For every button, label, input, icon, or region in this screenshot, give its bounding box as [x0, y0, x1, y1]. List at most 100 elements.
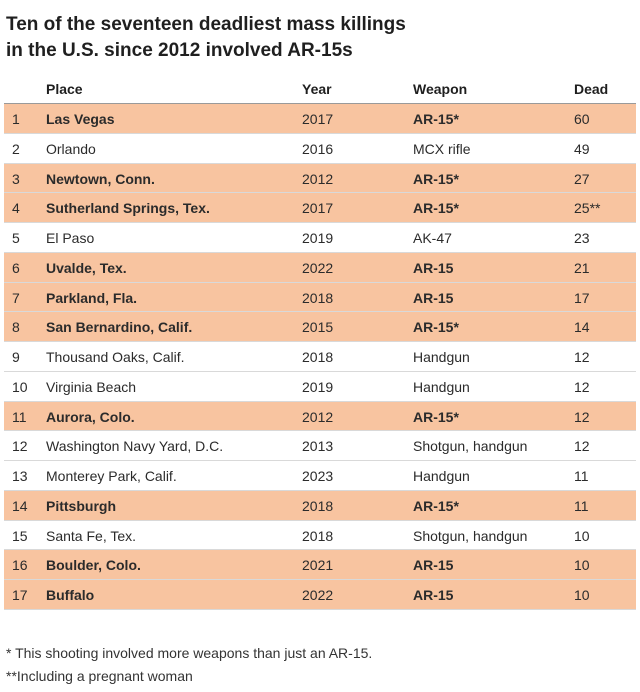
row-rank: 9: [12, 349, 20, 365]
row-dead: 10: [574, 527, 590, 544]
table-header: Place Year Weapon Dead: [4, 76, 636, 104]
row-year: 2019: [302, 230, 334, 246]
table-row: 9 Thousand Oaks, Calif. 2018 Handgun 12: [4, 342, 636, 372]
row-rank: 13: [12, 468, 28, 484]
mass-killings-table: Place Year Weapon Dead 1 Las Vegas 2017 AR-…: [4, 76, 636, 610]
row-weapon: Shotgun, handgun: [413, 438, 528, 455]
row-year: 2013: [302, 438, 334, 455]
table-row: 11 Aurora, Colo. 2012 AR-15* 12: [4, 401, 636, 432]
table-row: 1 Las Vegas 2017 AR-15* 60: [4, 104, 636, 134]
row-rank: 17: [12, 587, 28, 603]
row-weapon: Handgun: [413, 378, 470, 395]
row-year: 2017: [302, 111, 334, 127]
table-row: 5 El Paso 2019 AK-47 23: [4, 223, 636, 253]
row-weapon: MCX rifle: [413, 140, 471, 157]
row-place: Pittsburgh: [46, 497, 116, 514]
row-dead: 23: [574, 230, 590, 246]
row-rank: 2: [12, 140, 20, 157]
row-weapon: Shotgun, handgun: [413, 527, 528, 544]
row-dead: 27: [574, 170, 590, 187]
table-row: 10 Virginia Beach 2019 Handgun 12: [4, 372, 636, 402]
row-place: Monterey Park, Calif.: [46, 468, 177, 484]
row-weapon: AR-15*: [413, 408, 459, 425]
row-place: Uvalde, Tex.: [46, 259, 127, 276]
row-dead: 11: [574, 468, 589, 484]
table-row: 4 Sutherland Springs, Tex. 2017 AR-15* 25**: [4, 193, 636, 223]
chart-title: Ten of the seventeen deadliest mass kill…: [6, 12, 626, 64]
row-weapon: Handgun: [413, 468, 470, 484]
row-place: Parkland, Fla.: [46, 289, 138, 306]
row-weapon: Handgun: [413, 349, 470, 365]
table-row: 17 Buffalo 2022 AR-15 10: [4, 580, 636, 610]
table-row: 14 Pittsburgh 2018 AR-15* 11: [4, 490, 636, 521]
row-weapon: AR-15: [413, 557, 454, 574]
row-weapon: AR-15*: [413, 319, 459, 336]
table-row: 15 Santa Fe, Tex. 2018 Shotgun, handgun 10: [4, 521, 636, 551]
row-place: Santa Fe, Tex.: [46, 527, 137, 544]
row-dead: 12: [574, 378, 590, 395]
row-dead: 60: [574, 111, 590, 127]
row-dead: 12: [574, 438, 590, 455]
row-rank: 3: [12, 170, 20, 187]
row-place: Sutherland Springs, Tex.: [46, 200, 210, 217]
row-rank: 1: [12, 111, 20, 127]
row-weapon: AR-15*: [413, 170, 459, 187]
row-place: Aurora, Colo.: [46, 408, 135, 425]
row-weapon: AR-15*: [413, 497, 459, 514]
row-year: 2018: [302, 497, 334, 514]
row-rank: 11: [12, 408, 27, 425]
row-rank: 16: [12, 557, 28, 574]
row-rank: 14: [12, 497, 28, 514]
row-place: El Paso: [46, 230, 95, 246]
table-row: 7 Parkland, Fla. 2018 AR-15 17: [4, 282, 636, 313]
title-line-1: Ten of the seventeen deadliest mass kill…: [6, 14, 406, 35]
row-year: 2012: [302, 170, 334, 187]
row-place: San Bernardino, Calif.: [46, 319, 193, 336]
row-dead: 21: [574, 259, 590, 276]
header-weapon: Weapon: [413, 81, 468, 97]
row-weapon: AK-47: [413, 230, 452, 246]
footnote-1: * This shooting involved more weapons th…: [6, 645, 373, 661]
table-row: 2 Orlando 2016 MCX rifle 49: [4, 134, 636, 164]
row-dead: 10: [574, 587, 590, 603]
footnote-2: **Including a pregnant woman: [6, 668, 193, 684]
header-dead: Dead: [574, 81, 609, 97]
table-body: 1 Las Vegas 2017 AR-15* 60 2 Orlando 2016 MCX ri…: [4, 104, 636, 610]
row-rank: 5: [12, 230, 20, 246]
row-year: 2019: [302, 378, 334, 395]
row-place: Boulder, Colo.: [46, 557, 141, 574]
row-year: 2022: [302, 587, 334, 603]
row-place: Las Vegas: [46, 111, 115, 127]
table-row: 12 Washington Navy Yard, D.C. 2013 Shotgun,…: [4, 431, 636, 461]
row-dead: 49: [574, 140, 590, 157]
row-weapon: AR-15: [413, 587, 454, 603]
table-row: 8 San Bernardino, Calif. 2015 AR-15* 14: [4, 312, 636, 342]
row-place: Orlando: [46, 140, 96, 157]
table-row: 13 Monterey Park, Calif. 2023 Handgun 11: [4, 461, 636, 491]
row-place: Buffalo: [46, 587, 95, 603]
row-dead: 10: [574, 557, 590, 574]
row-rank: 8: [12, 319, 20, 336]
header-place: Place: [46, 81, 83, 97]
row-rank: 12: [12, 438, 28, 455]
row-year: 2022: [302, 259, 334, 276]
table-row: 6 Uvalde, Tex. 2022 AR-15 21: [4, 252, 636, 283]
table-row: 16 Boulder, Colo. 2021 AR-15 10: [4, 550, 636, 580]
title-line-2: in the U.S. since 2012 involved AR-15s: [6, 40, 353, 61]
row-weapon: AR-15: [413, 259, 454, 276]
row-place: Thousand Oaks, Calif.: [46, 349, 185, 365]
row-dead: 12: [574, 408, 590, 425]
header-year: Year: [302, 81, 332, 97]
row-rank: 4: [12, 200, 20, 217]
row-year: 2018: [302, 289, 334, 306]
row-place: Washington Navy Yard, D.C.: [46, 438, 224, 455]
row-year: 2017: [302, 200, 334, 217]
row-year: 2015: [302, 319, 334, 336]
row-year: 2018: [302, 349, 334, 365]
table-row: 3 Newtown, Conn. 2012 AR-15* 27: [4, 163, 636, 194]
row-place: Virginia Beach: [46, 378, 137, 395]
row-rank: 7: [12, 289, 20, 306]
row-dead: 17: [574, 289, 590, 306]
row-year: 2012: [302, 408, 334, 425]
row-place: Newtown, Conn.: [46, 170, 155, 187]
